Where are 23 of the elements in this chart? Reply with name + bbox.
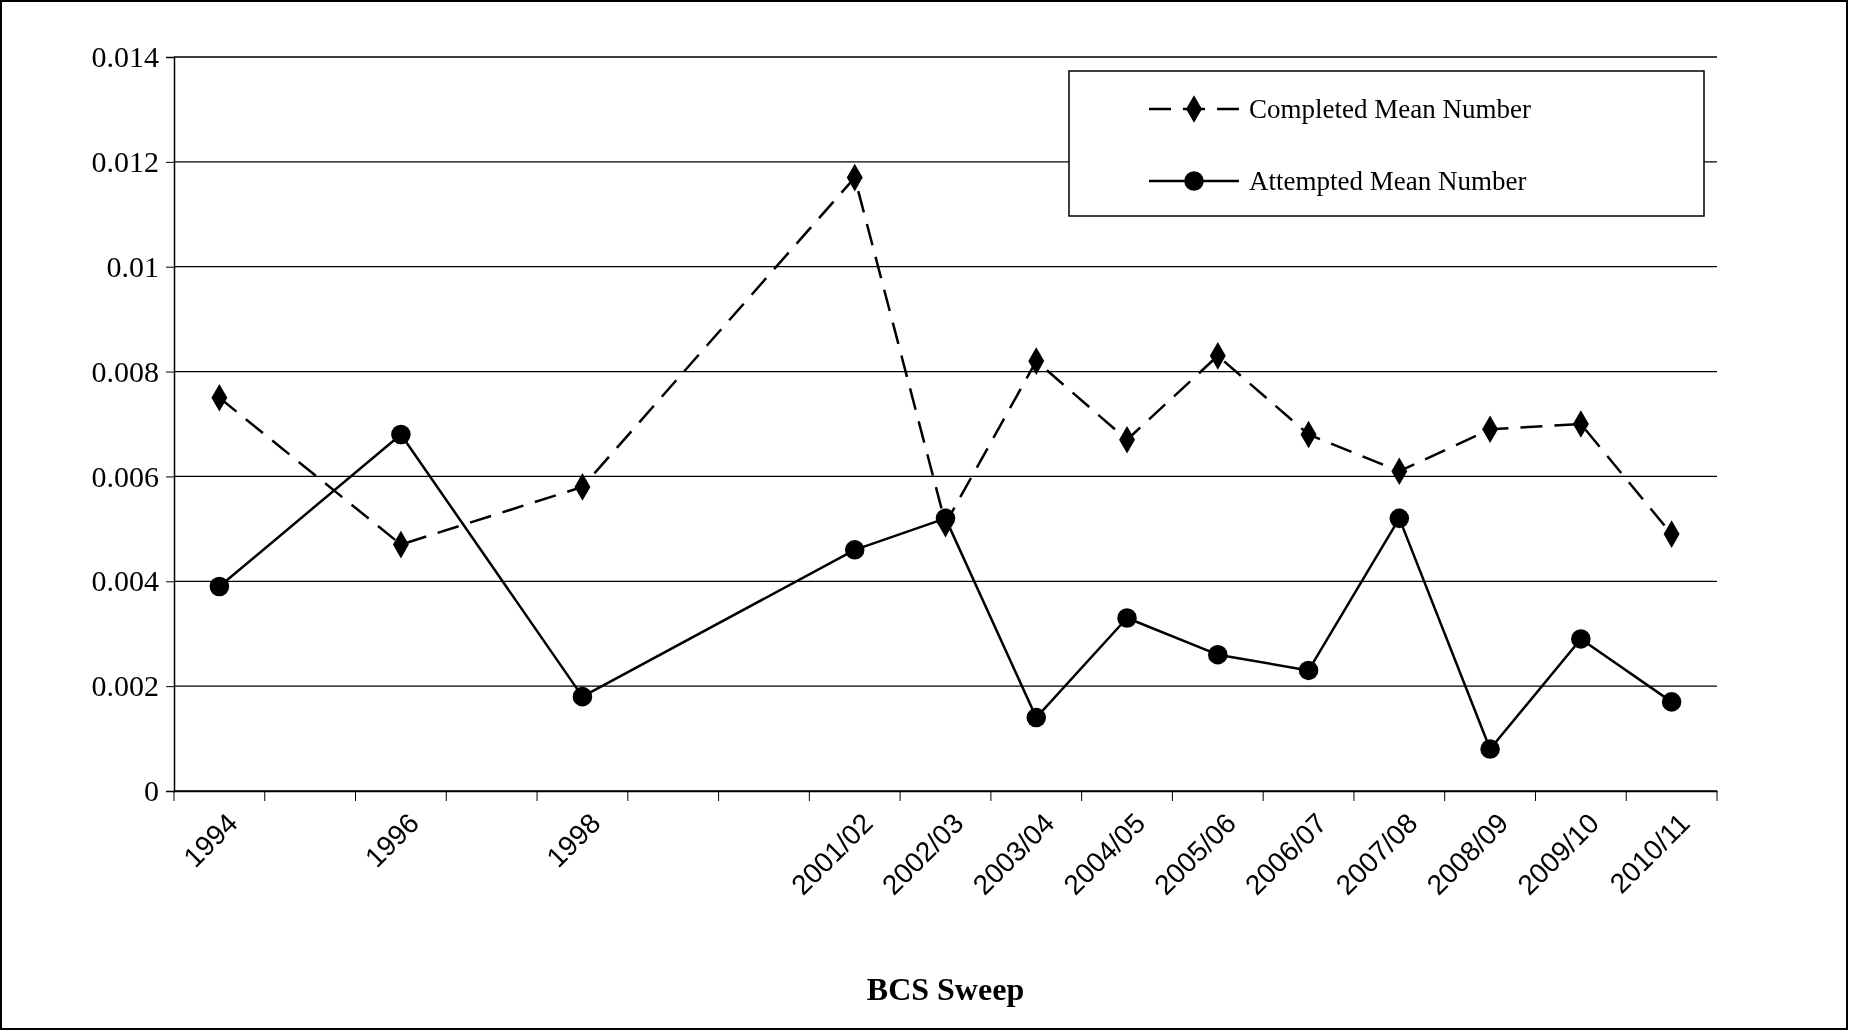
point bbox=[1389, 508, 1410, 529]
y-tick-label: 0.006 bbox=[91, 459, 159, 493]
point bbox=[1571, 629, 1591, 649]
point bbox=[1117, 608, 1137, 628]
point bbox=[1298, 660, 1319, 681]
point bbox=[1208, 644, 1228, 665]
y-tick-label: 0.014 bbox=[91, 40, 159, 74]
y-tick-label: 0.004 bbox=[91, 564, 159, 598]
point bbox=[1661, 692, 1682, 712]
y-tick-label: 0.002 bbox=[91, 669, 159, 703]
point bbox=[209, 576, 230, 597]
y-tick-label: 0 bbox=[144, 774, 159, 808]
y-tick-label: 0.01 bbox=[106, 249, 159, 283]
y-tick-label: 0.008 bbox=[91, 354, 159, 388]
point bbox=[572, 686, 593, 707]
point bbox=[844, 540, 865, 560]
point bbox=[1480, 739, 1500, 759]
y-tick-label: 0.012 bbox=[91, 144, 159, 178]
point bbox=[391, 424, 411, 445]
point bbox=[1026, 707, 1047, 728]
legend-label: Attempted Mean Number bbox=[1249, 166, 1527, 197]
legend-label: Completed Mean Number bbox=[1249, 94, 1531, 125]
x-axis-title: BCS Sweep bbox=[866, 971, 1025, 1007]
